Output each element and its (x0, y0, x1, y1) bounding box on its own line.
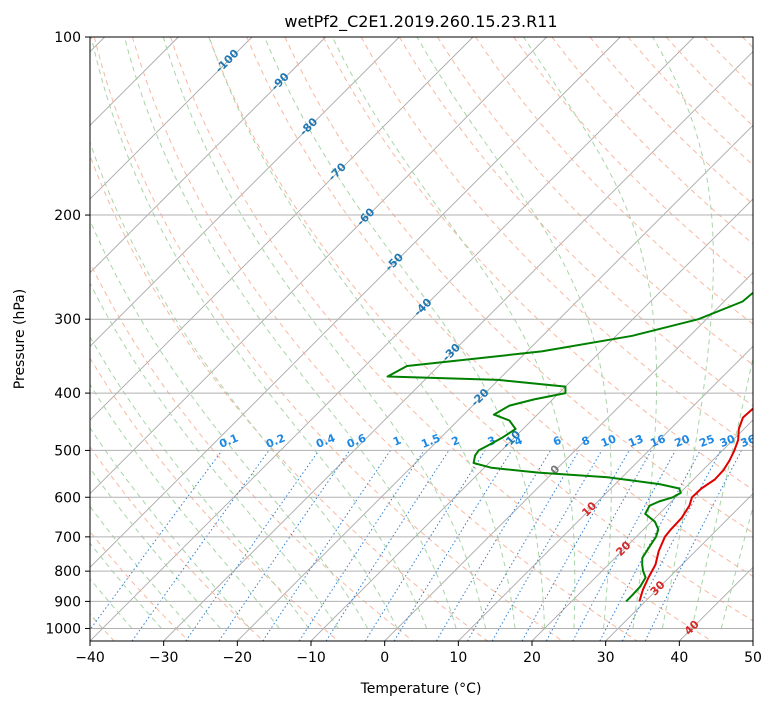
x-tick-label: 40 (670, 650, 688, 666)
isotherm-line (531, 419, 753, 641)
y-axis-title: Pressure (hPa) (12, 289, 28, 389)
mixing-ratio-line (644, 450, 742, 641)
y-axis: 100 200 300 400 500 600 700 800 900 1000 (45, 30, 90, 637)
x-tick-label: 0 (380, 650, 389, 666)
dry-adiabat-line (437, 37, 753, 366)
temperature-profile-line (638, 407, 753, 602)
mixing-ratio-line (572, 450, 676, 641)
mixing-ratio-label: 20 (673, 432, 692, 450)
isotherm-line (90, 37, 253, 200)
mixing-ratio-line (218, 450, 351, 641)
dry-adiabat-line (360, 37, 753, 449)
dry-adiabat-line (322, 37, 753, 491)
moist-adiabat-line (90, 37, 428, 629)
moist-adiabat-line (124, 37, 457, 629)
mixing-ratio-label: 10 (599, 432, 618, 450)
x-tick-label: −10 (296, 650, 326, 666)
x-tick-label: −30 (149, 650, 179, 666)
mixing-ratio-label: 36 (739, 432, 758, 450)
x-tick-label: 10 (449, 650, 467, 666)
isotherm-line (90, 37, 547, 495)
isotherm-line (605, 493, 753, 641)
background-lines (90, 37, 753, 641)
mixing-ratio-label: 3 (486, 434, 498, 449)
y-tick-label: 900 (54, 594, 81, 610)
plot-frame (89, 36, 754, 642)
mixing-ratio-label: 30 (718, 432, 737, 450)
series-layer (386, 291, 753, 603)
moist-adiabat-line (523, 37, 658, 629)
x-tick-label: −20 (223, 650, 253, 666)
dry-adiabat-line (93, 37, 563, 641)
isotherm-line (458, 345, 753, 641)
moist-adiabat-line (264, 37, 546, 629)
mixing-ratio-line (545, 450, 652, 641)
x-tick-label: 50 (744, 650, 762, 666)
x-tick-label: 30 (597, 650, 615, 666)
moist-adiabat-line (208, 37, 516, 629)
dry-adiabat-line (208, 37, 753, 622)
moist-adiabat-line (90, 467, 221, 629)
dry-adiabat-line (90, 445, 264, 641)
chart-title: wetPf2_C2E1.2019.260.15.23.R11 (284, 12, 557, 32)
mixing-ratio-label: 25 (697, 432, 716, 450)
isotherm-line (90, 37, 400, 347)
moist-adiabat-line (691, 355, 753, 629)
dry-adiabat-line (170, 37, 713, 641)
mixing-ratio-line (393, 450, 513, 641)
y-tick-label: 500 (54, 443, 81, 459)
isotherm-line (237, 124, 753, 641)
isotherm-line (163, 51, 753, 641)
y-tick-label: 400 (54, 386, 81, 402)
dewpoint-profile-line (386, 291, 753, 603)
moist-adiabat-line (652, 37, 714, 629)
mixing-ratio-label: 1 (391, 434, 403, 449)
moist-adiabat-line (90, 383, 280, 629)
moist-adiabat-line (90, 505, 192, 629)
mixing-ratio-line (298, 450, 425, 641)
dry-adiabat-line (246, 37, 753, 577)
mixing-ratio-line (521, 450, 630, 641)
dry-adiabat-line (398, 37, 753, 407)
mixing-ratio-line (325, 450, 450, 641)
y-tick-label: 800 (54, 564, 81, 580)
grid-lines (90, 37, 753, 629)
moist-adiabat-line (90, 219, 369, 629)
y-tick-label: 200 (54, 208, 81, 224)
x-axis: −40 −30 −20 −10 0 10 20 30 40 50 (75, 641, 762, 666)
isotherm-line (90, 37, 474, 421)
y-tick-label: 600 (54, 490, 81, 506)
mixing-ratio-line (131, 450, 270, 641)
dry-adiabat-line (131, 37, 638, 641)
isotherm-line (90, 37, 621, 568)
mixing-ratio-label: 2 (450, 434, 462, 449)
moist-adiabat-line (90, 426, 251, 629)
y-tick-label: 300 (54, 312, 81, 328)
mixing-ratio-line (90, 450, 223, 631)
mixing-ratio-line (621, 450, 722, 641)
y-tick-label: 1000 (45, 621, 81, 637)
moist-adiabat-line (90, 140, 398, 629)
plot-area (90, 37, 753, 641)
mixing-ratio-line (185, 450, 320, 641)
x-axis-title: Temperature (°C) (360, 681, 482, 697)
x-tick-label: 20 (523, 650, 541, 666)
dry-adiabat-line (90, 357, 339, 641)
y-tick-label: 100 (54, 30, 81, 46)
y-tick-label: 700 (54, 530, 81, 546)
mixing-ratio-line (262, 450, 391, 641)
isotherm-line (90, 37, 695, 641)
mixing-ratio-label: 13 (626, 432, 645, 450)
dry-adiabat-line (90, 154, 488, 641)
moist-adiabat-line (416, 37, 612, 629)
mixing-ratio-label: 16 (648, 432, 667, 450)
moist-adiabat-line (162, 37, 487, 629)
isotherm-line (384, 272, 753, 641)
mixing-ratio-label: 8 (580, 434, 592, 449)
x-tick-label: −40 (75, 650, 105, 666)
isotherm-line (90, 37, 326, 274)
